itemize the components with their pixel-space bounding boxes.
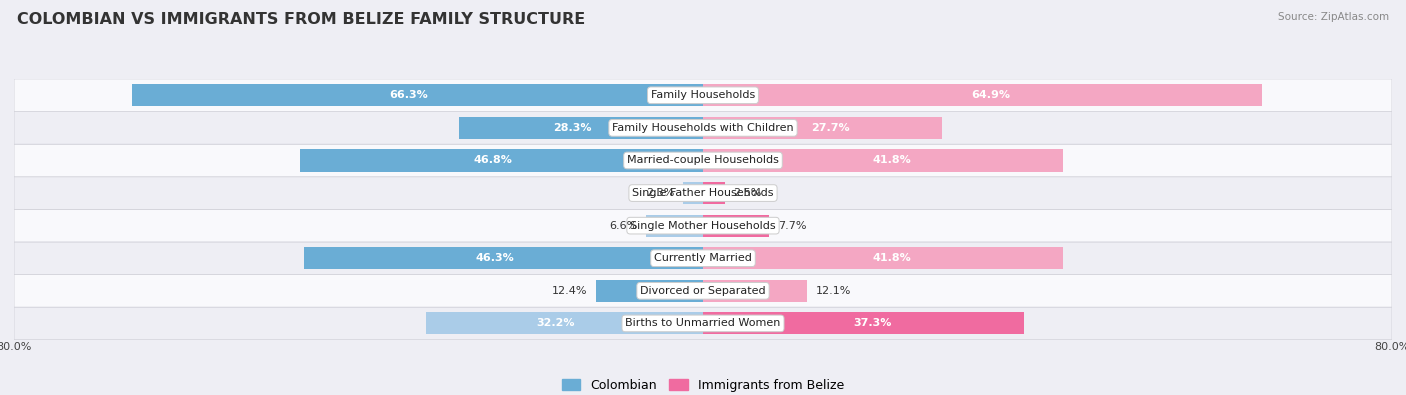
Text: 64.9%: 64.9% (972, 90, 1011, 100)
Text: Source: ZipAtlas.com: Source: ZipAtlas.com (1278, 12, 1389, 22)
Text: 41.8%: 41.8% (872, 156, 911, 166)
Text: Family Households: Family Households (651, 90, 755, 100)
Legend: Colombian, Immigrants from Belize: Colombian, Immigrants from Belize (557, 374, 849, 395)
Text: Currently Married: Currently Married (654, 253, 752, 263)
FancyBboxPatch shape (14, 144, 1392, 177)
Text: 2.5%: 2.5% (733, 188, 762, 198)
Text: COLOMBIAN VS IMMIGRANTS FROM BELIZE FAMILY STRUCTURE: COLOMBIAN VS IMMIGRANTS FROM BELIZE FAMI… (17, 12, 585, 27)
Text: 6.6%: 6.6% (609, 221, 637, 231)
Text: 12.4%: 12.4% (553, 286, 588, 296)
Bar (703, 182, 724, 204)
Text: 66.3%: 66.3% (389, 90, 429, 100)
Bar (460, 117, 703, 139)
Text: 27.7%: 27.7% (811, 123, 851, 133)
Text: 28.3%: 28.3% (554, 123, 592, 133)
Bar (596, 280, 703, 302)
Text: Divorced or Separated: Divorced or Separated (640, 286, 766, 296)
Bar (703, 312, 1024, 335)
Text: Married-couple Households: Married-couple Households (627, 156, 779, 166)
Text: 41.8%: 41.8% (872, 253, 911, 263)
FancyBboxPatch shape (14, 111, 1392, 144)
Bar (703, 214, 769, 237)
Text: Family Households with Children: Family Households with Children (612, 123, 794, 133)
Text: Single Father Households: Single Father Households (633, 188, 773, 198)
Text: Single Mother Households: Single Mother Households (630, 221, 776, 231)
Bar (647, 214, 703, 237)
Text: Births to Unmarried Women: Births to Unmarried Women (626, 318, 780, 328)
FancyBboxPatch shape (14, 275, 1392, 307)
Text: 32.2%: 32.2% (537, 318, 575, 328)
FancyBboxPatch shape (14, 79, 1392, 111)
Bar (683, 182, 703, 204)
Text: 12.1%: 12.1% (815, 286, 851, 296)
Text: 2.3%: 2.3% (647, 188, 675, 198)
Bar (703, 84, 1263, 106)
Bar (299, 149, 703, 171)
Text: 37.3%: 37.3% (853, 318, 891, 328)
Bar (426, 312, 703, 335)
Text: 46.8%: 46.8% (474, 156, 512, 166)
Bar (703, 247, 1063, 269)
FancyBboxPatch shape (14, 242, 1392, 275)
Bar (703, 149, 1063, 171)
Bar (132, 84, 703, 106)
Bar (703, 117, 942, 139)
FancyBboxPatch shape (14, 177, 1392, 209)
Bar (304, 247, 703, 269)
Bar (703, 280, 807, 302)
FancyBboxPatch shape (14, 209, 1392, 242)
Text: 46.3%: 46.3% (475, 253, 515, 263)
Text: 7.7%: 7.7% (778, 221, 807, 231)
FancyBboxPatch shape (14, 307, 1392, 340)
